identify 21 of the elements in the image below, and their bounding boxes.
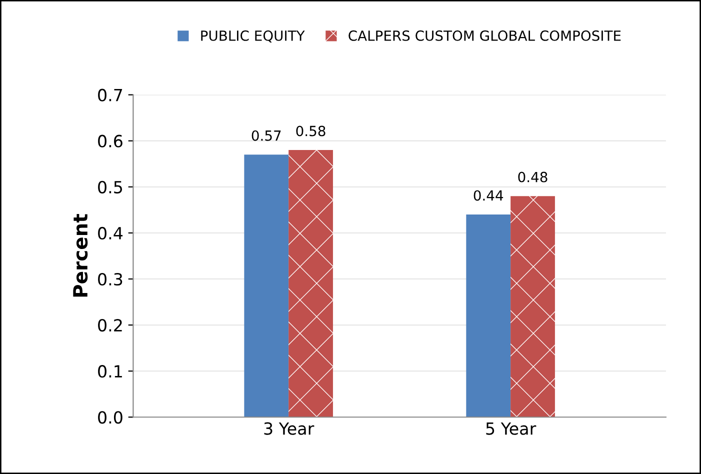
text: 0.0 bbox=[98, 411, 122, 424]
y-tick-label: 0.1 bbox=[98, 365, 122, 378]
y-tick-label: 0.5 bbox=[98, 180, 122, 194]
data-label: 0.57 bbox=[252, 130, 281, 141]
bar bbox=[288, 150, 333, 418]
y-tick-label: 0.6 bbox=[98, 134, 122, 148]
y-tick-label: 0.7 bbox=[98, 88, 122, 102]
data-label: 0.44 bbox=[474, 190, 504, 201]
x-tick-label: 3 Year bbox=[264, 422, 314, 435]
y-tick-label: 0.4 bbox=[98, 226, 123, 240]
bar bbox=[466, 214, 511, 418]
y-axis-title: Percent bbox=[73, 214, 88, 297]
legend-label: CALPERS CUSTOM GLOBAL COMPOSITE bbox=[348, 30, 621, 41]
bar bbox=[244, 154, 289, 418]
x-tick-label: 5 Year bbox=[486, 422, 536, 435]
data-label: 0.58 bbox=[296, 126, 326, 136]
data-label: 0.48 bbox=[518, 172, 548, 182]
legend-label: PUBLIC EQUITY bbox=[201, 30, 305, 43]
y-tick-label: 0.2 bbox=[98, 318, 122, 332]
bar bbox=[510, 196, 555, 418]
y-tick-label: 0.3 bbox=[98, 272, 122, 286]
